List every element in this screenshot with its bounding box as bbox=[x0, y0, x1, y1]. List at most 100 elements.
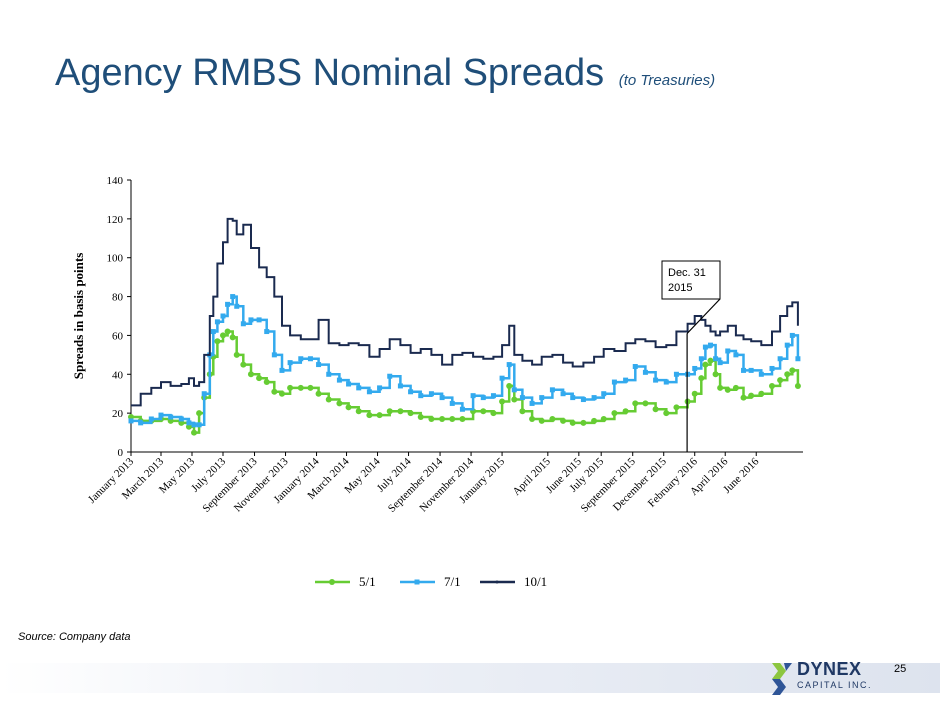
annotation-leader-line bbox=[686, 298, 721, 334]
chart-series bbox=[128, 217, 801, 436]
data-point bbox=[519, 395, 525, 401]
data-point bbox=[758, 390, 765, 397]
data-point bbox=[233, 351, 240, 358]
y-tick-label: 100 bbox=[107, 253, 124, 265]
data-point bbox=[506, 362, 512, 368]
data-point bbox=[663, 379, 669, 385]
source-note: Source: Company data bbox=[18, 631, 131, 643]
legend-label: 7/1 bbox=[444, 574, 461, 589]
data-point bbox=[326, 371, 332, 377]
data-point bbox=[449, 415, 456, 422]
data-point bbox=[449, 400, 455, 406]
data-point bbox=[673, 404, 680, 411]
data-point bbox=[623, 377, 629, 383]
data-point bbox=[698, 356, 704, 362]
data-point bbox=[428, 415, 435, 422]
annotation-box bbox=[661, 260, 721, 300]
data-point bbox=[263, 379, 270, 386]
x-tick-label: November 2014 bbox=[417, 455, 476, 514]
legend-marker bbox=[329, 579, 335, 585]
data-point bbox=[271, 388, 278, 395]
data-point bbox=[316, 362, 322, 368]
chart-axes: 0 20 40 60 80 100 120 140 Spreads in basis point… bbox=[71, 175, 803, 515]
data-point bbox=[418, 393, 424, 399]
data-point bbox=[538, 417, 545, 424]
data-point bbox=[470, 393, 476, 399]
data-point bbox=[138, 420, 144, 426]
data-point bbox=[366, 389, 372, 395]
spreads-chart: 0 20 40 60 80 100 120 140 Spreads in basis point… bbox=[71, 175, 803, 589]
data-point bbox=[560, 417, 567, 424]
data-point bbox=[366, 412, 373, 419]
data-point bbox=[713, 356, 719, 362]
data-point bbox=[784, 342, 790, 348]
data-point bbox=[158, 412, 164, 418]
data-point bbox=[490, 410, 497, 417]
data-point bbox=[506, 382, 513, 389]
data-point bbox=[784, 371, 791, 378]
data-point bbox=[591, 417, 598, 424]
data-point bbox=[298, 356, 304, 362]
data-point bbox=[408, 389, 414, 395]
y-tick-label: 0 bbox=[118, 447, 124, 459]
data-point bbox=[191, 429, 198, 436]
title-text: Agency RMBS Nominal Spreads bbox=[55, 52, 605, 94]
data-point bbox=[642, 369, 648, 375]
logo-name: DYNEX bbox=[797, 659, 862, 679]
data-point bbox=[480, 395, 486, 401]
data-point bbox=[698, 375, 705, 382]
data-point bbox=[549, 415, 556, 422]
data-point bbox=[702, 344, 708, 350]
legend-marker bbox=[414, 579, 420, 585]
y-tick-label: 40 bbox=[112, 369, 124, 381]
data-point bbox=[287, 384, 294, 391]
y-tick-label: 140 bbox=[107, 175, 124, 187]
data-point bbox=[168, 414, 174, 420]
y-axis-title: Spreads in basis points bbox=[71, 253, 86, 380]
data-point bbox=[549, 387, 555, 393]
data-point bbox=[397, 383, 403, 389]
data-point bbox=[733, 352, 739, 358]
data-point bbox=[248, 317, 254, 323]
data-point bbox=[569, 419, 576, 426]
data-point bbox=[214, 319, 220, 325]
series-line bbox=[131, 217, 799, 407]
data-point bbox=[748, 367, 754, 373]
y-tick-label: 80 bbox=[112, 292, 124, 304]
data-point bbox=[256, 375, 263, 382]
data-point bbox=[741, 367, 747, 373]
data-point bbox=[220, 313, 226, 319]
data-point bbox=[230, 294, 236, 300]
data-point bbox=[439, 415, 446, 422]
legend-label: 10/1 bbox=[524, 574, 547, 589]
data-point bbox=[511, 396, 518, 403]
data-point bbox=[417, 414, 424, 421]
data-point bbox=[377, 385, 383, 391]
data-point bbox=[297, 384, 304, 391]
data-point bbox=[264, 329, 270, 335]
x-tick-label: September 2013 bbox=[200, 455, 260, 515]
series-10-1 bbox=[131, 217, 799, 407]
data-point bbox=[480, 408, 487, 415]
data-point bbox=[214, 338, 221, 345]
data-point bbox=[663, 410, 670, 417]
data-point bbox=[336, 400, 343, 407]
data-point bbox=[673, 371, 679, 377]
data-point bbox=[240, 361, 247, 368]
data-point bbox=[397, 408, 404, 415]
data-point bbox=[642, 400, 649, 407]
data-point bbox=[386, 408, 393, 415]
data-point bbox=[278, 390, 285, 397]
data-point bbox=[580, 397, 586, 403]
data-point bbox=[511, 387, 517, 393]
annotation-text: Dec. 31 bbox=[668, 267, 706, 279]
y-tick-label: 120 bbox=[107, 214, 124, 226]
y-tick-label: 20 bbox=[112, 408, 124, 420]
page-number: 25 bbox=[894, 663, 907, 675]
data-point bbox=[307, 384, 314, 391]
data-point bbox=[777, 377, 784, 384]
data-point bbox=[691, 390, 698, 397]
data-point bbox=[724, 386, 731, 393]
data-point bbox=[178, 416, 184, 422]
data-point bbox=[490, 393, 496, 399]
